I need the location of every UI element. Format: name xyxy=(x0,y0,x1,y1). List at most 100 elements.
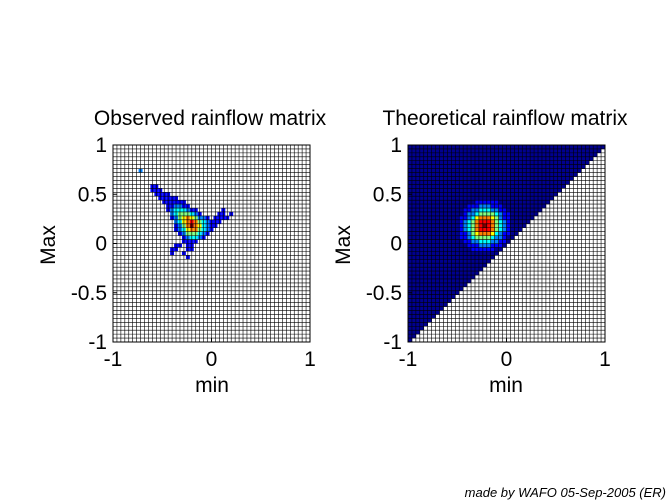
heatmap-cell xyxy=(431,184,436,189)
heatmap-cell xyxy=(431,255,436,260)
heatmap-cell xyxy=(577,164,582,169)
heatmap-cell xyxy=(530,184,535,189)
heatmap-cell xyxy=(467,204,472,209)
heatmap-cell xyxy=(427,263,432,268)
heatmap-cell xyxy=(459,251,464,256)
heatmap-cell xyxy=(534,152,539,158)
heatmap-cell xyxy=(427,188,432,193)
heatmap-cell xyxy=(498,200,503,205)
heatmap-cell xyxy=(459,286,464,291)
heatmap-cell xyxy=(474,200,480,205)
heatmap-cell xyxy=(459,227,464,232)
heatmap-cell xyxy=(494,247,499,252)
heatmap-cell xyxy=(435,278,440,284)
heatmap-cell xyxy=(478,255,484,260)
heatmap-cell xyxy=(411,160,417,165)
heatmap-cell xyxy=(478,235,484,240)
heatmap-cell xyxy=(486,259,491,264)
heatmap-cell xyxy=(408,184,413,189)
heatmap-cell xyxy=(467,263,472,268)
heatmap-cell xyxy=(498,247,503,252)
heatmap-cell xyxy=(585,160,590,165)
heatmap-cell xyxy=(471,243,476,248)
heatmap-cell xyxy=(455,239,460,244)
heatmap-cell xyxy=(561,180,566,185)
heatmap-cell xyxy=(415,302,421,307)
heatmap-cell xyxy=(494,251,499,256)
heatmap-cell xyxy=(447,219,452,224)
heatmap-cell xyxy=(573,148,578,154)
heatmap-cell xyxy=(478,247,484,252)
heatmap-cell xyxy=(471,168,476,173)
heatmap-cell xyxy=(482,200,487,205)
heatmap-cell xyxy=(435,208,440,213)
heatmap-cell xyxy=(423,290,428,295)
heatmap-cell xyxy=(518,196,523,201)
heatmap-cell xyxy=(502,231,507,236)
heatmap-cell xyxy=(486,180,491,185)
heatmap-cell xyxy=(455,267,460,272)
heatmap-cell xyxy=(494,231,499,236)
heatmap-cell xyxy=(423,271,428,276)
heatmap-cell xyxy=(530,215,535,221)
heatmap-cell xyxy=(522,188,527,193)
heatmap-cell xyxy=(474,239,480,244)
heatmap-cell xyxy=(545,160,551,165)
heatmap-cell xyxy=(471,259,476,264)
heatmap-cell xyxy=(467,231,472,236)
heatmap-cell xyxy=(478,172,484,177)
heatmap-cell xyxy=(514,184,519,189)
heatmap-cell xyxy=(463,235,468,240)
heatmap-cell xyxy=(451,231,456,236)
heatmap-cell xyxy=(526,196,531,201)
heatmap-cell xyxy=(459,200,464,205)
heatmap-cell xyxy=(494,152,499,158)
heatmap-cell xyxy=(518,219,523,224)
heatmap-cell xyxy=(482,152,487,158)
heatmap-cell xyxy=(589,148,594,154)
heatmap-cell xyxy=(415,310,421,315)
heatmap-cell xyxy=(486,145,491,150)
heatmap-cell xyxy=(502,168,507,173)
heatmap-cell xyxy=(490,251,495,256)
heatmap-cell xyxy=(447,148,452,154)
heatmap-cell xyxy=(447,259,452,264)
heatmap-cell xyxy=(534,164,539,169)
heatmap-cell xyxy=(435,184,440,189)
heatmap-cell xyxy=(506,200,511,205)
heatmap-cell xyxy=(471,204,476,209)
heatmap-cell xyxy=(435,286,440,291)
heatmap-cell xyxy=(514,164,519,169)
heatmap-cell xyxy=(553,156,558,161)
heatmap-cell xyxy=(423,255,428,260)
heatmap-cell xyxy=(510,188,515,193)
heatmap-cell xyxy=(427,215,432,221)
heatmap-cell xyxy=(408,148,413,154)
heatmap-cell xyxy=(408,235,413,240)
heatmap-cell xyxy=(439,235,444,240)
heatmap-cell xyxy=(518,208,523,213)
heatmap-cell xyxy=(478,211,484,217)
heatmap-cell xyxy=(502,192,507,197)
heatmap-cell xyxy=(514,176,519,181)
heatmap-cell xyxy=(447,188,452,193)
heatmap-cell xyxy=(439,247,444,252)
heatmap-cell xyxy=(478,263,484,268)
heatmap-cell xyxy=(514,168,519,173)
heatmap-cell xyxy=(435,271,440,276)
heatmap-cell xyxy=(569,152,574,158)
heatmap-cell xyxy=(498,164,503,169)
heatmap-cell xyxy=(431,168,436,173)
heatmap-cell xyxy=(427,180,432,185)
heatmap-cell xyxy=(415,286,421,291)
heatmap-cell xyxy=(581,156,586,161)
heatmap-cell xyxy=(443,188,448,193)
heatmap-cell xyxy=(411,204,417,209)
heatmap-cell xyxy=(451,290,456,295)
heatmap-cell xyxy=(427,204,432,209)
heatmap-cell xyxy=(502,148,507,154)
heatmap-cell xyxy=(427,168,432,173)
heatmap-cell xyxy=(463,168,468,173)
heatmap-cell xyxy=(486,251,491,256)
heatmap-cell xyxy=(435,180,440,185)
